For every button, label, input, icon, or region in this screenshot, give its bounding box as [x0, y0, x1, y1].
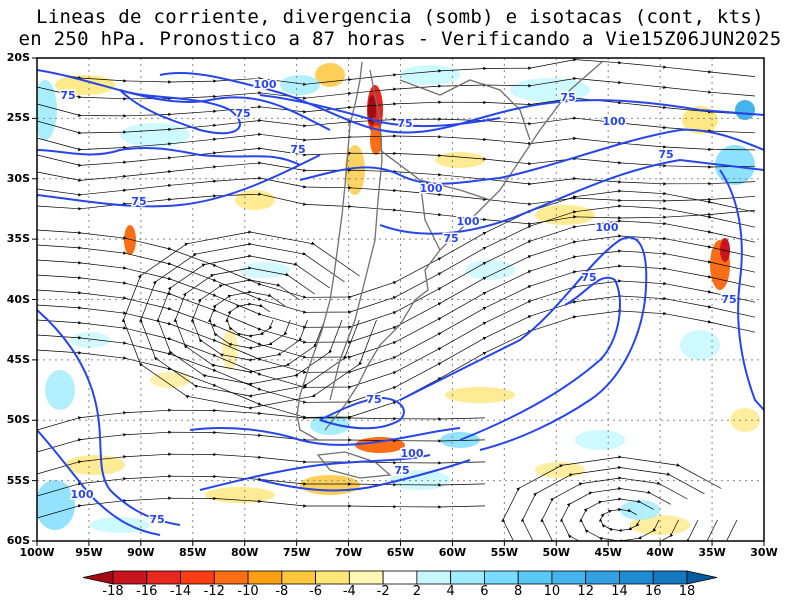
- colorbar-label: 10: [543, 584, 561, 599]
- streamline: [37, 452, 486, 475]
- colorbar: [82, 570, 718, 585]
- colorbar-arrow-left: [82, 570, 114, 585]
- lon-label: 90W: [127, 546, 155, 559]
- colorbar-label: 8: [514, 584, 523, 599]
- isotach-label: 100: [420, 182, 443, 195]
- lon-label: 85W: [179, 546, 207, 559]
- colorbar-label: -10: [237, 584, 259, 599]
- isotach-label: 75: [290, 143, 305, 156]
- colorbar-swatch: [652, 570, 688, 585]
- colorbar-label: 14: [611, 584, 628, 599]
- isotach-label: 75: [394, 464, 409, 477]
- lat-label: 20S: [6, 51, 30, 64]
- colorbar-swatch: [247, 570, 283, 585]
- colorbar-label: 2: [412, 584, 422, 599]
- coastline: [296, 61, 603, 479]
- colorbar-swatch: [348, 570, 384, 585]
- colorbar-swatch: [315, 570, 350, 585]
- map-title-line-2: en 250 hPa. Pronostico a 87 horas - Veri…: [18, 28, 782, 50]
- colorbar-label: 6: [480, 584, 489, 599]
- lon-label: 35W: [698, 546, 726, 559]
- lon-label: 40W: [646, 546, 674, 559]
- lon-label: 65W: [386, 546, 415, 559]
- colorbar-swatch: [382, 570, 418, 585]
- streamline: [37, 408, 486, 431]
- colorbar-label: -16: [136, 584, 158, 599]
- isotach-label: 75: [721, 293, 736, 306]
- isotach-label: 75: [560, 91, 575, 104]
- colorbar-swatch: [551, 570, 587, 585]
- isotach-label: 75: [397, 117, 412, 130]
- colorbar-swatch: [416, 570, 452, 585]
- lat-label: 60S: [6, 534, 30, 547]
- isotach-label: 75: [60, 89, 75, 102]
- streamline: [37, 474, 486, 497]
- colorbar-label: 4: [446, 584, 455, 599]
- lon-label: 75W: [282, 546, 311, 559]
- isotach-label: 75: [443, 232, 458, 245]
- isotach-label: 75: [149, 513, 164, 526]
- lon-label: 55W: [490, 546, 519, 559]
- colorbar-swatch: [585, 570, 620, 585]
- colorbar-label: -18: [102, 584, 124, 599]
- lat-label: 40S: [6, 292, 30, 306]
- colorbar-label: 18: [678, 584, 696, 599]
- lon-label: 80W: [230, 546, 259, 559]
- streamline: [37, 96, 756, 118]
- isotach-label: 75: [658, 148, 673, 161]
- isotach-label: 75: [581, 271, 596, 284]
- colorbar-label: -2: [376, 584, 390, 599]
- streamline: [501, 455, 738, 541]
- streamline: [37, 496, 486, 519]
- lat-label: 55S: [6, 473, 30, 487]
- colorbar-label: -4: [342, 584, 356, 599]
- streamline: [37, 132, 756, 152]
- isotach-label: 100: [401, 447, 424, 460]
- isotach-label: 100: [254, 78, 277, 91]
- colorbar-swatch: [450, 570, 485, 585]
- lon-label: 45W: [594, 546, 622, 559]
- colorbar-label: -6: [309, 584, 323, 599]
- colorbar-arrow-right: [686, 570, 718, 585]
- lon-label: 60W: [438, 546, 467, 559]
- lon-label: 95W: [75, 546, 103, 559]
- colorbar-swatch: [484, 570, 519, 585]
- colorbar-swatch: [180, 570, 215, 585]
- colorbar-swatch: [146, 570, 181, 585]
- isotachs: [37, 69, 764, 536]
- colorbar-swatch: [213, 570, 249, 585]
- isotach-label: 100: [457, 215, 480, 228]
- isotach-label: 75: [235, 107, 250, 120]
- lon-label: 70W: [334, 546, 363, 559]
- colorbar-label: 12: [577, 584, 594, 599]
- lon-label: 100W: [19, 546, 55, 559]
- isotach-label-group: 75 100 75 75 75 75 100 75 100 75 100 75 100 75 75 75 100…: [59, 77, 738, 528]
- lat-label: 30S: [6, 171, 30, 185]
- lon-label: 50W: [542, 546, 571, 559]
- map-title-line-1: Lineas de corriente, divergencia (somb) …: [36, 6, 764, 28]
- isotach-label: 100: [71, 488, 94, 501]
- colorbar-swatch: [112, 570, 148, 585]
- colorbar-label: -14: [169, 584, 192, 599]
- lat-label: 25S: [6, 111, 30, 125]
- streamline: [37, 116, 756, 135]
- lon-label: 30W: [750, 546, 778, 559]
- lat-label: 50S: [6, 413, 30, 427]
- colorbar-label: -12: [203, 584, 225, 599]
- streamlines: [37, 58, 756, 541]
- colorbar-swatch: [517, 570, 553, 585]
- colorbar-swatch: [619, 570, 654, 585]
- colorbar-label: 16: [644, 584, 662, 599]
- colorbar-swatch: [281, 570, 316, 585]
- streamline: [121, 230, 377, 410]
- isotach-label: 100: [603, 115, 626, 128]
- isotach-label: 75: [131, 195, 146, 208]
- lat-label: 45S: [6, 352, 30, 366]
- isotach-label: 100: [596, 221, 619, 234]
- streamline: [37, 430, 486, 453]
- isotach-label: 75: [366, 393, 381, 406]
- colorbar-label: -8: [275, 584, 289, 599]
- lat-label: 35S: [6, 232, 30, 246]
